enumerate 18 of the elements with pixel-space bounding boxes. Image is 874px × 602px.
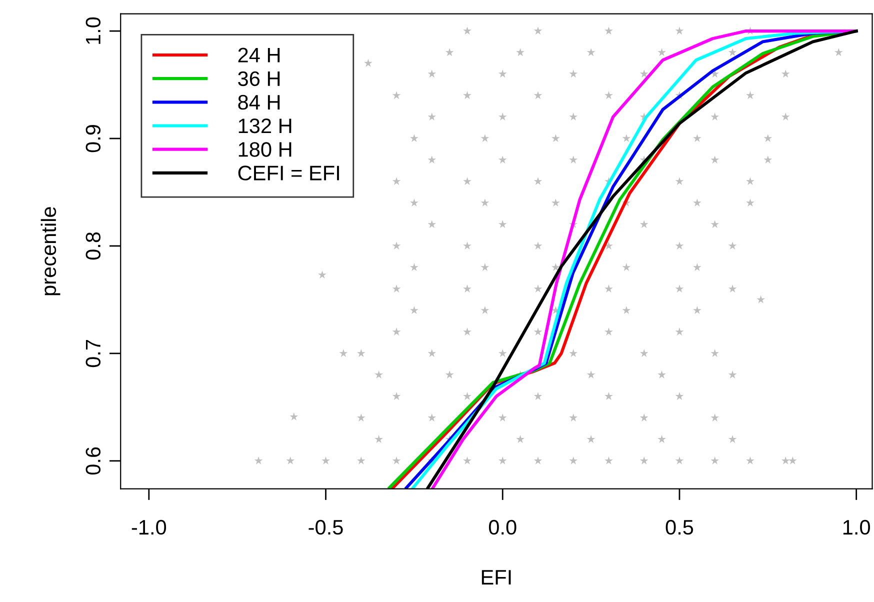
y-tick-label: 1.0 bbox=[86, 17, 101, 44]
y-axis-title: precentile bbox=[40, 207, 60, 296]
legend-label: 132 H bbox=[238, 118, 292, 134]
legend-label: 24 H bbox=[238, 48, 280, 62]
legend-label: 84 H bbox=[238, 94, 280, 110]
y-tick-label: 0.6 bbox=[86, 447, 101, 475]
x-tick-label: 0.5 bbox=[666, 520, 694, 535]
y-tick-label: 0.8 bbox=[86, 232, 101, 260]
legend-label: 180 H bbox=[238, 142, 292, 157]
x-tick-label: 0.0 bbox=[488, 520, 516, 535]
x-tick-label: -0.5 bbox=[308, 520, 343, 535]
x-tick-label: -1.0 bbox=[132, 520, 166, 535]
x-tick-label: 1.0 bbox=[843, 520, 870, 535]
x-axis-title: EFI bbox=[482, 570, 511, 584]
y-tick-label: 0.7 bbox=[86, 340, 101, 368]
y-tick-label: 0.9 bbox=[86, 125, 101, 152]
legend-label: 36 H bbox=[238, 71, 280, 86]
legend-label: CEFI = EFI bbox=[238, 166, 339, 180]
